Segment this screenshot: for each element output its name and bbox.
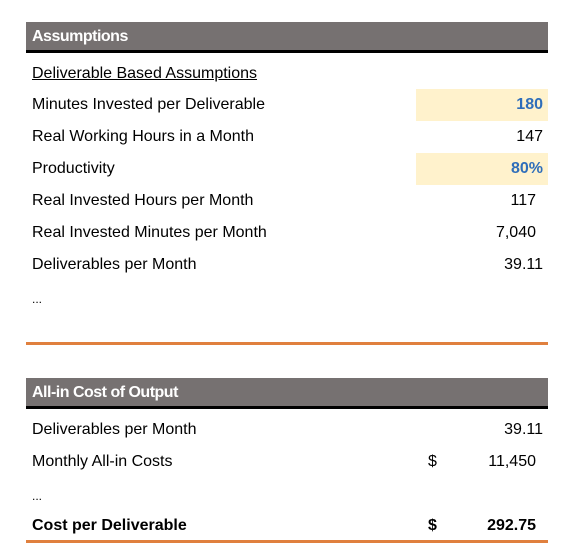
row-label: Monthly All-in Costs [32, 453, 173, 470]
row-label: Productivity [32, 160, 115, 177]
row-value: 117 [510, 192, 536, 209]
ellipsis: ... [32, 489, 43, 503]
subtitle: Deliverable Based Assumptions [32, 65, 258, 82]
section-header: All-in Cost of Output [26, 378, 548, 409]
row-value: 39.11 [504, 256, 543, 273]
row-label: Real Working Hours in a Month [32, 128, 255, 145]
row-value: 80% [510, 160, 543, 177]
input-cell [416, 89, 548, 121]
currency: $ [428, 517, 437, 534]
row-label: Real Invested Minutes per Month [32, 224, 267, 241]
separator [26, 540, 548, 543]
total-value: 292.75 [487, 517, 536, 534]
row-value: 11,450 [488, 453, 536, 470]
total-label: Cost per Deliverable [32, 517, 187, 534]
row-value: 147 [516, 128, 543, 145]
row-value: 180 [516, 96, 543, 113]
ellipsis: ... [32, 292, 43, 306]
row-value: 7,040 [495, 224, 536, 241]
row-value: 39.11 [504, 421, 543, 438]
row-label: Minutes Invested per Deliverable [32, 96, 266, 113]
section-header: Assumptions [26, 22, 548, 53]
input-cell [416, 153, 548, 185]
separator [26, 342, 548, 345]
row-label: Deliverables per Month [32, 256, 197, 273]
currency: $ [428, 453, 437, 470]
row-label: Real Invested Hours per Month [32, 192, 254, 209]
row-label: Deliverables per Month [32, 421, 197, 438]
